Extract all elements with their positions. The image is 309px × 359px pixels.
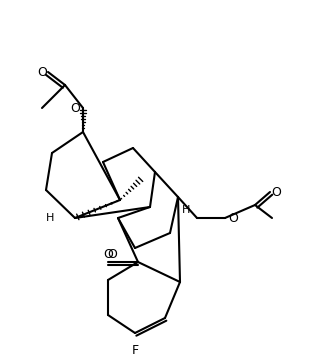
Text: F: F <box>131 344 138 356</box>
Text: O: O <box>70 102 80 115</box>
Text: H: H <box>46 213 54 223</box>
Text: O: O <box>271 186 281 199</box>
Text: H: H <box>182 205 190 215</box>
Text: O: O <box>103 248 113 261</box>
Text: O: O <box>228 211 238 224</box>
Text: O: O <box>107 248 117 261</box>
Text: O: O <box>37 65 47 79</box>
